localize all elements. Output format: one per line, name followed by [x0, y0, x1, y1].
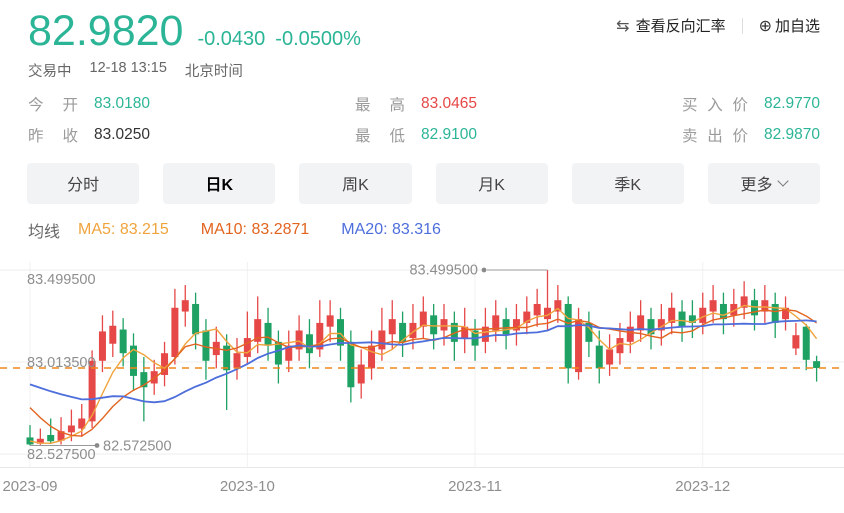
price-row: 82.9820 -0.0430 -0.0500%: [28, 6, 820, 57]
svg-text:82.572500: 82.572500: [103, 438, 172, 454]
price-change-percent: -0.0500%: [275, 28, 361, 50]
quote-grid: 今开 83.0180 最高 83.0465 买入价 82.9770 昨收 83.…: [28, 93, 820, 146]
header-links: ⇆ 查看反向汇率 ⊕ 加自选: [616, 15, 820, 36]
trading-status: 交易中: [28, 63, 72, 80]
ask-price-value: 82.9870: [763, 125, 820, 143]
ask-price-label: 卖出价: [681, 127, 748, 145]
swap-arrows-icon: ⇆: [616, 17, 630, 35]
current-price: 82.9820: [28, 7, 184, 55]
bid-price-value: 82.9770: [763, 94, 820, 112]
day-high: 最高 83.0465: [355, 93, 678, 115]
status-row: 交易中 12-18 13:15 北京时间: [28, 60, 820, 81]
tab-label: 日K: [205, 177, 234, 195]
ma10-legend: MA10: 83.2871: [200, 220, 310, 238]
bid-price: 买入价 82.9770: [678, 93, 820, 115]
ma-legend: 均线 MA5: 83.215 MA10: 83.2871 MA20: 83.31…: [28, 218, 844, 242]
tab-ri-k[interactable]: 日K: [163, 162, 276, 204]
y-axis-label: 82.527500: [27, 447, 96, 463]
tab-label: 季K: [614, 177, 642, 195]
chart-period-tabs: 分时 日K 周K 月K 季K 更多: [27, 162, 821, 204]
ma5-legend: MA5: 83.215: [78, 220, 169, 238]
tab-fenshi[interactable]: 分时: [27, 162, 140, 204]
today-open-value: 83.0180: [94, 94, 151, 112]
tab-zhou-k[interactable]: 周K: [299, 162, 412, 204]
tab-label: 周K: [342, 177, 369, 195]
day-high-value: 83.0465: [421, 94, 478, 112]
tab-label: 月K: [478, 177, 505, 195]
prev-close-value: 83.0250: [94, 125, 151, 143]
price-change: -0.0430: [197, 28, 266, 50]
ma10-line: [29, 308, 817, 437]
candlestick-chart[interactable]: 83.499500 82.572500 83.499500 83.013500 82.5…: [0, 250, 844, 500]
today-open-label: 今开: [28, 96, 78, 114]
tab-label: 分时: [67, 177, 100, 195]
tab-yue-k[interactable]: 月K: [435, 162, 548, 204]
day-low-label: 最低: [355, 127, 405, 145]
x-axis-label: 2023-12: [675, 478, 730, 495]
y-axis-label: 83.499500: [27, 272, 96, 288]
quote-time: 12-18 13:15: [89, 59, 167, 76]
tab-ji-k[interactable]: 季K: [571, 162, 684, 204]
prev-close-label: 昨收: [28, 127, 78, 145]
prev-close: 昨收 83.0250: [28, 124, 355, 146]
ma20-line: [29, 319, 817, 403]
timezone-label: 北京时间: [184, 63, 243, 80]
chevron-down-icon: [777, 175, 790, 187]
circle-plus-icon: ⊕: [758, 17, 772, 35]
quote-header: 82.9820 -0.0430 -0.0500% ⇆ 查看反向汇率 ⊕ 加自选 …: [0, 0, 844, 146]
ma5-line: [29, 304, 818, 444]
ask-price: 卖出价 82.9870: [678, 124, 820, 146]
svg-text:83.499500: 83.499500: [409, 262, 478, 278]
today-open: 今开 83.0180: [28, 93, 355, 115]
ma20-legend: MA20: 83.316: [341, 220, 441, 238]
view-reverse-rate-link[interactable]: 查看反向汇率: [635, 18, 726, 35]
candles-layer: [26, 269, 821, 446]
x-axis-label: 2023-10: [220, 478, 275, 495]
candlestick-chart-canvas[interactable]: 83.499500 82.572500 83.499500 83.013500 82.5…: [0, 250, 844, 500]
y-axis-label: 83.013500: [27, 355, 96, 371]
day-high-label: 最高: [355, 96, 405, 114]
ma-legend-title: 均线: [28, 223, 61, 241]
x-axis-label: 2023-09: [2, 478, 57, 495]
day-low-value: 82.9100: [421, 125, 478, 143]
bid-price-label: 买入价: [681, 96, 748, 114]
add-to-watchlist-link[interactable]: 加自选: [774, 18, 820, 35]
tab-more[interactable]: 更多: [707, 162, 821, 204]
day-low: 最低 82.9100: [355, 124, 678, 146]
x-axis-label: 2023-11: [448, 478, 502, 495]
tab-label: 更多: [740, 177, 773, 195]
links-divider: [741, 17, 743, 34]
